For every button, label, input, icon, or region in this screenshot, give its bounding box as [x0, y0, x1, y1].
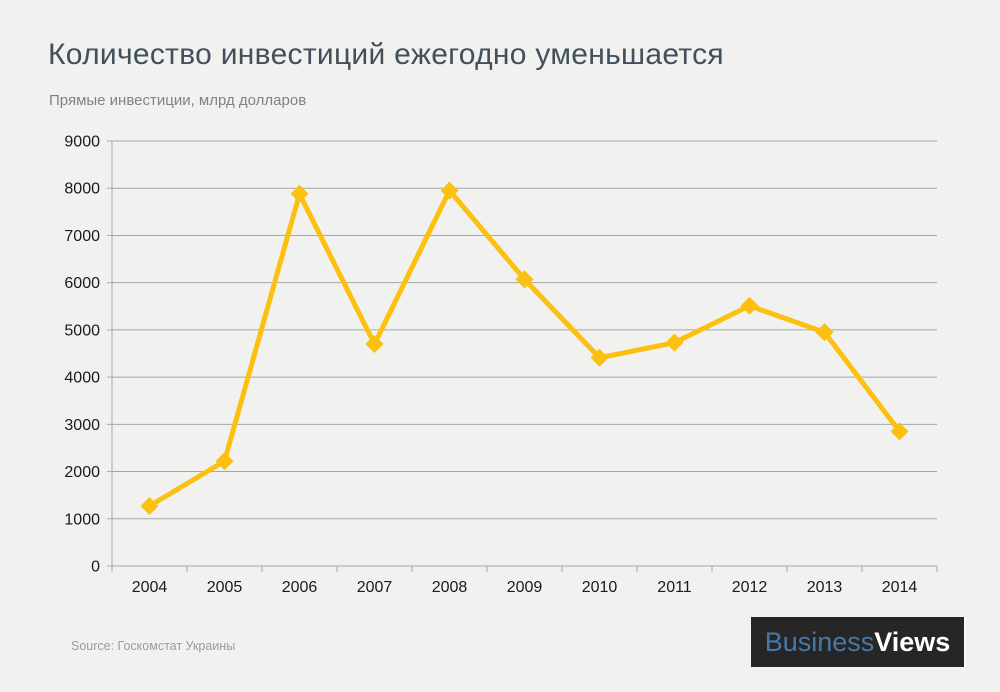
data-point-marker: [365, 335, 384, 354]
y-tick-label: 0: [91, 559, 100, 576]
y-tick-label: 8000: [64, 181, 100, 198]
businessviews-logo: Business Views: [751, 617, 966, 667]
data-point-marker: [815, 323, 834, 342]
y-tick-label: 3000: [64, 417, 100, 434]
chart-subtitle: Прямые инвестиции, млрд долларов: [49, 92, 307, 109]
data-line: [147, 188, 902, 509]
x-tick-label: 2009: [507, 579, 543, 596]
x-tick-label: 2008: [432, 579, 468, 596]
x-tick-label: 2010: [582, 579, 618, 596]
x-tick-label: 2004: [132, 579, 168, 596]
x-tick-label: 2012: [732, 579, 768, 596]
y-tick-label: 9000: [64, 134, 100, 151]
logo-text-business: Business: [764, 627, 875, 657]
x-tick-label: 2005: [207, 579, 243, 596]
data-point-marker: [590, 348, 609, 367]
line-chart: 0 1000 2000 3000 4000 5000 6000 7000 8000 9000 200…: [64, 134, 938, 596]
y-tick-label: 5000: [64, 322, 100, 339]
x-tick-label: 2011: [657, 579, 692, 596]
x-tick-label: 2006: [282, 579, 318, 596]
y-tick-label: 1000: [64, 511, 100, 528]
y-tick-label: 4000: [64, 370, 100, 387]
x-tick-label: 2014: [882, 579, 918, 596]
y-tick-label: 7000: [64, 228, 100, 245]
data-point-marker: [140, 497, 159, 516]
data-point-marker: [290, 184, 309, 203]
x-tick-label: 2013: [807, 579, 843, 596]
data-point-marker: [665, 333, 684, 352]
x-tick-label: 2007: [357, 579, 393, 596]
data-point-marker: [215, 452, 234, 471]
page-title: Количество инвестиций ежегодно уменьшает…: [48, 38, 724, 71]
data-point-marker: [890, 422, 909, 441]
y-tick-label: 2000: [64, 464, 100, 481]
source-note: Source: Госкомстат Украины: [71, 639, 236, 653]
data-point-marker: [515, 270, 534, 289]
data-point-marker: [740, 296, 759, 315]
y-tick-label: 6000: [64, 275, 100, 292]
logo-text-views: Views: [874, 627, 951, 657]
